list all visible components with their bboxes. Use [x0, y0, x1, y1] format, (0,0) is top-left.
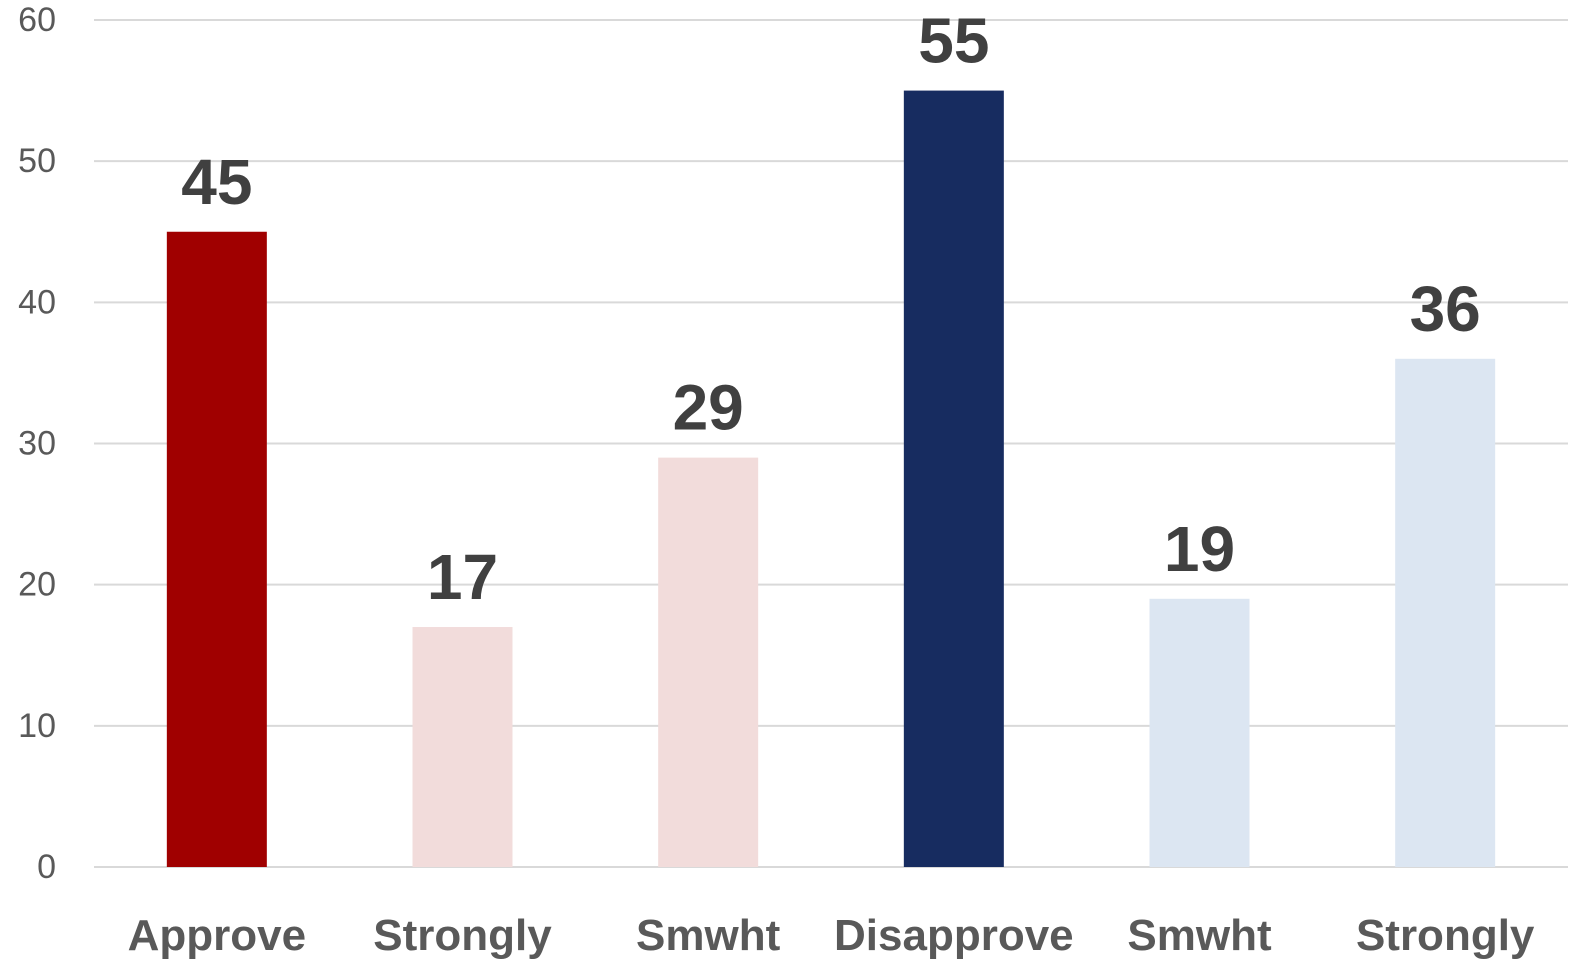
bar [1395, 358, 1496, 867]
data-label: 29 [673, 372, 744, 444]
x-axis-ticks: Approve Strongly Smwht Disapprove Smwht Stron… [128, 911, 1535, 960]
x-tick-label: Smwht [1127, 911, 1272, 960]
x-tick-label: Approve [128, 911, 306, 960]
y-tick-label: 30 [18, 425, 56, 463]
data-labels: 45 17 29 55 19 36 [181, 5, 1481, 613]
data-label: 17 [427, 541, 498, 613]
data-label: 19 [1164, 513, 1235, 585]
data-label: 55 [918, 5, 989, 77]
bar [166, 231, 267, 867]
y-tick-label: 60 [18, 1, 56, 39]
bars [166, 90, 1496, 868]
bar [658, 457, 759, 867]
y-tick-label: 40 [18, 283, 56, 321]
y-tick-label: 10 [18, 707, 56, 745]
x-tick-label: Disapprove [834, 911, 1074, 960]
gridlines [94, 19, 1568, 868]
y-axis-ticks: 0 10 20 30 40 50 60 [18, 1, 56, 886]
y-tick-label: 20 [18, 566, 56, 604]
data-label: 36 [1410, 273, 1481, 345]
x-tick-label: Strongly [1356, 911, 1535, 960]
y-tick-label: 50 [18, 142, 56, 180]
bar [1149, 598, 1250, 867]
y-tick-label: 0 [37, 848, 56, 886]
x-tick-label: Smwht [636, 911, 781, 960]
data-label: 45 [181, 146, 252, 218]
bar [412, 627, 513, 867]
bar [903, 90, 1004, 868]
x-tick-label: Strongly [373, 911, 552, 960]
